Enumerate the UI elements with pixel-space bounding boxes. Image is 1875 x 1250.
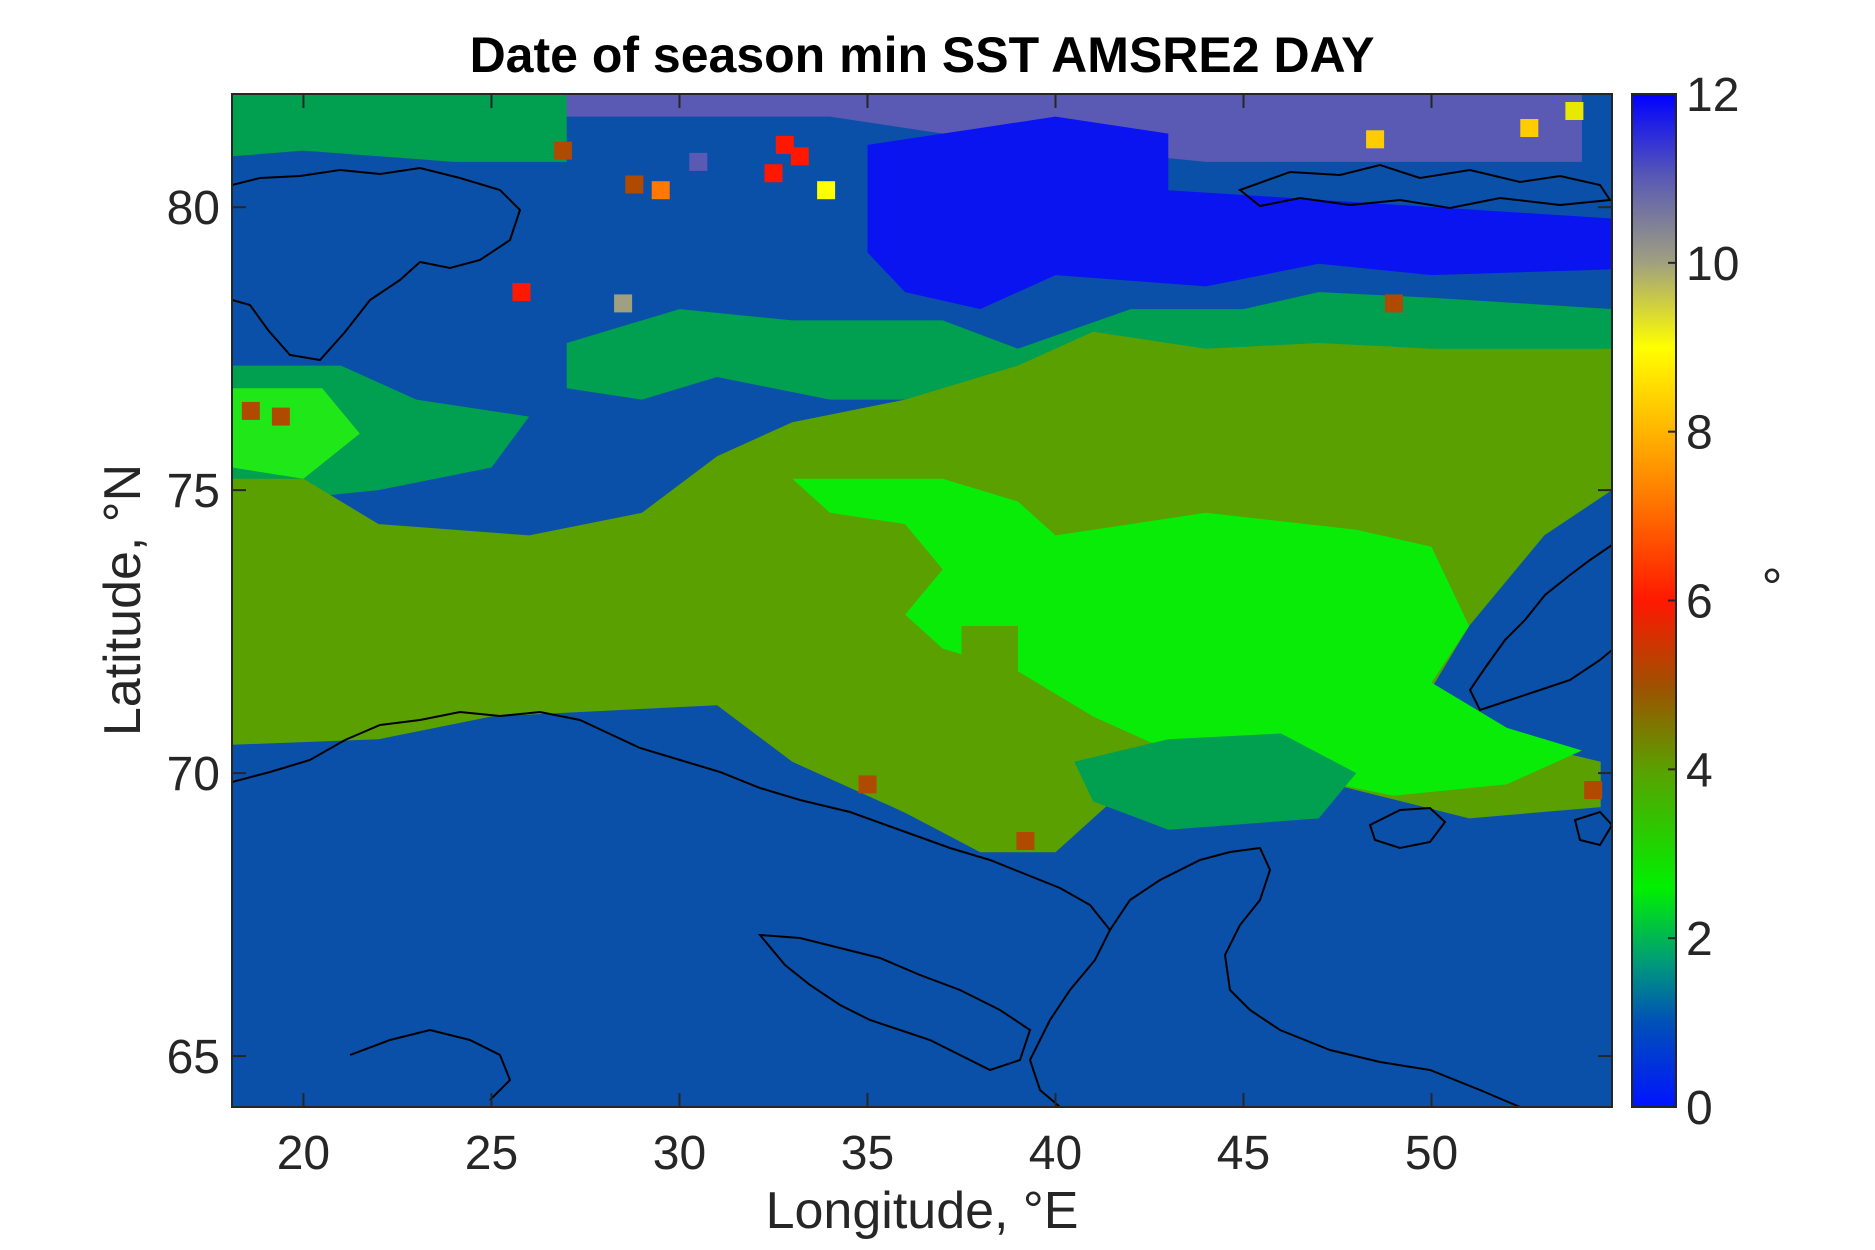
colorbar: 0 2 4 6 8 10 12 °	[1631, 69, 1783, 1135]
speckle-11	[1384, 294, 1403, 313]
data-regions	[232, 94, 1612, 853]
x-tick-label-30: 30	[653, 1127, 706, 1180]
x-tick-label-20: 20	[277, 1127, 330, 1180]
data-speckles	[241, 102, 1603, 850]
speckle-1	[271, 407, 290, 426]
plot-frame	[231, 93, 1613, 1108]
coastline-svalbard	[232, 166, 522, 362]
coastline-kolguev	[1573, 810, 1612, 847]
cbar-tick-label-12: 12	[1686, 69, 1739, 122]
speckle-4	[790, 147, 809, 166]
coastline-kola-inner	[349, 1028, 512, 1101]
region-10	[961, 626, 1018, 672]
speckle-15	[614, 294, 633, 313]
x-tick-label-45: 45	[1217, 1127, 1270, 1180]
cbar-tick-label-0: 0	[1686, 1082, 1713, 1135]
y-tick-label-80: 80	[167, 182, 220, 235]
region-6	[232, 388, 360, 479]
y-tick-label-65: 65	[167, 1031, 220, 1084]
coastline-white-sea	[757, 933, 1032, 1072]
speckle-5	[764, 164, 783, 183]
speckle-8	[1366, 130, 1385, 149]
cbar-tick-label-4: 4	[1686, 744, 1713, 797]
speckle-3	[775, 135, 794, 154]
speckle-13	[1016, 832, 1035, 850]
coastline-scandinavia	[232, 710, 1112, 1107]
coastline-franz-josef	[1237, 163, 1612, 210]
speckle-9	[1565, 102, 1584, 120]
region-8	[792, 478, 1582, 796]
coastline-kanin	[1109, 846, 1521, 1107]
x-axis-label: Longitude, °E	[766, 1182, 1079, 1240]
speckle-10	[1520, 119, 1539, 137]
cbar-tick-label-2: 2	[1686, 913, 1713, 966]
speckle-17	[625, 175, 644, 194]
cbar-tick-label-8: 8	[1686, 407, 1713, 460]
cbar-tick-label-10: 10	[1686, 238, 1739, 291]
x-tick-label-50: 50	[1405, 1127, 1458, 1180]
region-9	[1074, 733, 1357, 830]
speckle-7	[651, 181, 670, 200]
speckle-16	[689, 152, 708, 171]
plot-area: 20 25 30 35 40 45 50 65 70 75 80	[167, 93, 1613, 1180]
region-2	[867, 116, 1612, 310]
x-tick-label-35: 35	[841, 1127, 894, 1180]
speckle-2	[512, 283, 531, 302]
colorbar-ticks: 0 2 4 6 8 10 12	[1668, 69, 1739, 1135]
x-axis-ticks: 20 25 30 35 40 45 50	[277, 94, 1458, 1180]
y-tick-label-75: 75	[167, 465, 220, 518]
y-axis-label: Latitude, °N	[94, 464, 152, 736]
coastline-outlines	[232, 163, 1612, 1107]
speckle-12	[858, 775, 877, 794]
coastline-novaya-zemlya	[1468, 544, 1612, 712]
speckle-0	[241, 401, 260, 420]
cbar-tick-label-6: 6	[1686, 576, 1713, 629]
speckle-6	[817, 181, 836, 200]
speckle-14	[1584, 781, 1603, 800]
region-3	[232, 94, 567, 162]
y-axis-ticks: 65 70 75 80	[167, 182, 1612, 1084]
x-tick-label-40: 40	[1029, 1127, 1082, 1180]
chart-title: Date of season min SST AMSRE2 DAY	[470, 27, 1375, 83]
y-tick-label-70: 70	[167, 748, 220, 801]
coastline-pechora	[1368, 806, 1447, 850]
x-tick-label-25: 25	[465, 1127, 518, 1180]
colorbar-label: °	[1762, 559, 1783, 617]
speckle-18	[553, 141, 572, 160]
